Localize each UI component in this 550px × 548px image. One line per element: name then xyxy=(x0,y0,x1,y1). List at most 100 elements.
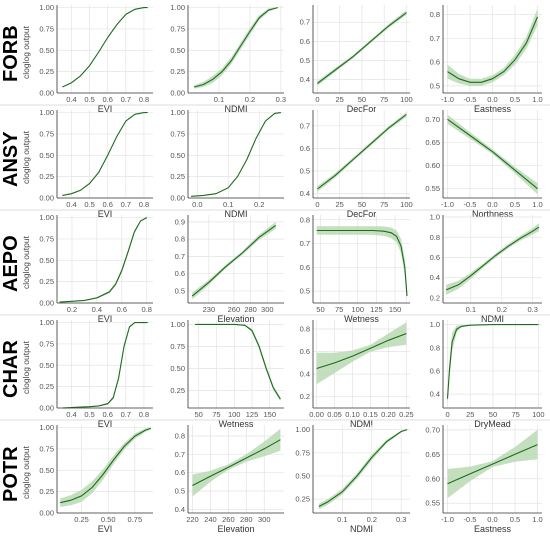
x-tick-label: 0.8 xyxy=(142,305,152,314)
response-line xyxy=(195,323,281,400)
x-axis-title: NDMI xyxy=(225,209,248,219)
x-axis-title: EVI xyxy=(98,314,113,324)
y-tick-label: 0.75 xyxy=(39,339,54,348)
x-axis-title: EVI xyxy=(98,209,113,219)
response-line xyxy=(316,229,408,296)
x-tick-label: -0.5 xyxy=(464,95,477,104)
x-tick-label: -1.0 xyxy=(441,95,454,104)
x-tick-label: 100 xyxy=(400,200,413,209)
x-tick-label: 0.1 xyxy=(466,305,476,314)
x-tick-label: 0.7 xyxy=(121,95,131,104)
y-tick-label: 0.8 xyxy=(430,233,440,242)
panel-17: 220 240 260 280 300 0.4 0.5 0.6 0.7 0.8 Elevation xyxy=(175,425,284,534)
x-tick-label: 0.6 xyxy=(117,305,127,314)
x-tick-label: 0.8 xyxy=(139,410,149,419)
panel-5: 0.0 0.1 0.2 0.00 0.25 0.50 0.75 1.00 NDMI xyxy=(170,108,284,219)
x-tick-label: 0.6 xyxy=(102,410,112,419)
y-tick-label: 0.00 xyxy=(39,194,54,203)
x-tick-label: 0.0 xyxy=(487,95,497,104)
y-tick-label: 0.7 xyxy=(175,450,185,459)
confidence-band xyxy=(447,8,538,86)
y-tick-label: 0.65 xyxy=(425,138,440,147)
x-axis-title: NDMI xyxy=(225,104,248,114)
y-tick-label: 0.6 xyxy=(175,468,185,477)
panel-4: 0.4 0.5 0.6 0.7 0.8 0.00 0.25 0.50 0.75 1.00 EVI xyxy=(39,108,153,219)
x-tick-label: 125 xyxy=(246,410,259,419)
x-tick-label: 0.0 xyxy=(487,200,497,209)
x-tick-label: 280 xyxy=(244,305,257,314)
response-line xyxy=(59,217,148,303)
x-tick-label: 25 xyxy=(336,200,344,209)
y-tick-label: 1.00 xyxy=(170,108,185,117)
x-axis-title: NDMI xyxy=(350,419,373,429)
y-tick-label: 0.4 xyxy=(300,189,310,198)
y-tick-label: 0.2 xyxy=(430,293,440,302)
panel-12: 0.4 0.5 0.6 0.7 0.8 0.00 0.25 0.50 0.75 1.00 EVI xyxy=(39,318,153,429)
x-axis-title: Northness xyxy=(472,209,514,219)
y-tick-label: 0.5 xyxy=(430,81,440,90)
y-tick-label: 0.60 xyxy=(425,161,440,170)
y-tick-label: 0.25 xyxy=(39,277,54,286)
y-tick-label: 0.75 xyxy=(39,234,54,243)
y-tick-label: 0.7 xyxy=(430,34,440,43)
x-tick-label: 0.1 xyxy=(337,515,347,524)
x-tick-label: 0.15 xyxy=(363,410,378,419)
x-tick-label: 240 xyxy=(204,515,217,524)
y-tick-label: 0.8 xyxy=(175,235,185,244)
x-tick-label: 300 xyxy=(258,515,271,524)
x-tick-label: 50 xyxy=(316,305,324,314)
y-tick-label: 0.4 xyxy=(300,370,310,379)
x-tick-label: 0.2 xyxy=(497,305,507,314)
y-tick-label: 0.8 xyxy=(300,215,310,224)
x-tick-label: 0.3 xyxy=(396,515,406,524)
y-tick-label: 0.6 xyxy=(430,58,440,67)
y-tick-label: 0.50 xyxy=(39,46,54,55)
y-tick-label: 0.25 xyxy=(39,382,54,391)
x-tick-label: 0.5 xyxy=(84,410,94,419)
y-tick-label: 0.00 xyxy=(39,89,54,98)
y-tick-label: 0.8 xyxy=(300,325,310,334)
y-tick-label: 0.25 xyxy=(39,172,54,181)
x-tick-label: 150 xyxy=(389,305,402,314)
y-tick-label: 0.55 xyxy=(425,184,440,193)
panel-13: 50 75 100 125 150 0.25 0.50 0.75 1.00 Wetness xyxy=(170,320,284,429)
y-tick-label: 0.7 xyxy=(175,252,185,261)
x-axis-title: DryMead xyxy=(474,419,511,429)
x-tick-label: 75 xyxy=(380,200,388,209)
x-tick-label: 0.4 xyxy=(66,200,76,209)
confidence-band xyxy=(191,112,281,197)
panel-9: 230 260 280 300 0.5 0.6 0.7 0.8 0.9 Elevation xyxy=(175,215,284,324)
y-tick-label: 0.25 xyxy=(295,495,310,504)
y-tick-label: 0.6 xyxy=(430,253,440,262)
x-tick-label: 75 xyxy=(212,410,220,419)
confidence-band xyxy=(62,7,148,88)
x-tick-label: 0.25 xyxy=(399,410,414,419)
y-tick-label: 0.6 xyxy=(300,263,310,272)
x-tick-label: -0.5 xyxy=(464,200,477,209)
y-tick-label: 0.8 xyxy=(430,10,440,19)
confidence-band xyxy=(195,324,281,401)
y-tick-label: 0.5 xyxy=(300,166,310,175)
y-tick-label: 1.00 xyxy=(170,3,185,12)
y-tick-label: 1.00 xyxy=(295,425,310,434)
y-tick-label: 0.7 xyxy=(300,121,310,130)
response-line xyxy=(316,332,407,370)
response-line xyxy=(191,224,277,297)
y-tick-label: 0.50 xyxy=(39,256,54,265)
y-tick-label: 0.65 xyxy=(425,450,440,459)
x-tick-label: 50 xyxy=(194,410,202,419)
y-tick-label: 0.00 xyxy=(170,194,185,203)
y-tick-label: 0.7 xyxy=(300,239,310,248)
x-tick-label: 0.5 xyxy=(84,200,94,209)
y-tick-label: 0.75 xyxy=(170,129,185,138)
confidence-band xyxy=(447,324,539,404)
x-tick-label: 125 xyxy=(370,305,383,314)
response-line xyxy=(317,114,407,190)
y-tick-label: 0.25 xyxy=(39,487,54,496)
x-tick-label: -1.0 xyxy=(441,200,454,209)
y-tick-label: 0.5 xyxy=(300,287,310,296)
panel-3: -1.0 -0.5 0.0 0.5 1.0 0.5 0.6 0.7 0.8 Eastness xyxy=(430,5,543,114)
response-line xyxy=(447,118,538,190)
x-tick-label: 0.0 xyxy=(192,200,202,209)
x-axis-title: DecFor xyxy=(347,209,377,219)
